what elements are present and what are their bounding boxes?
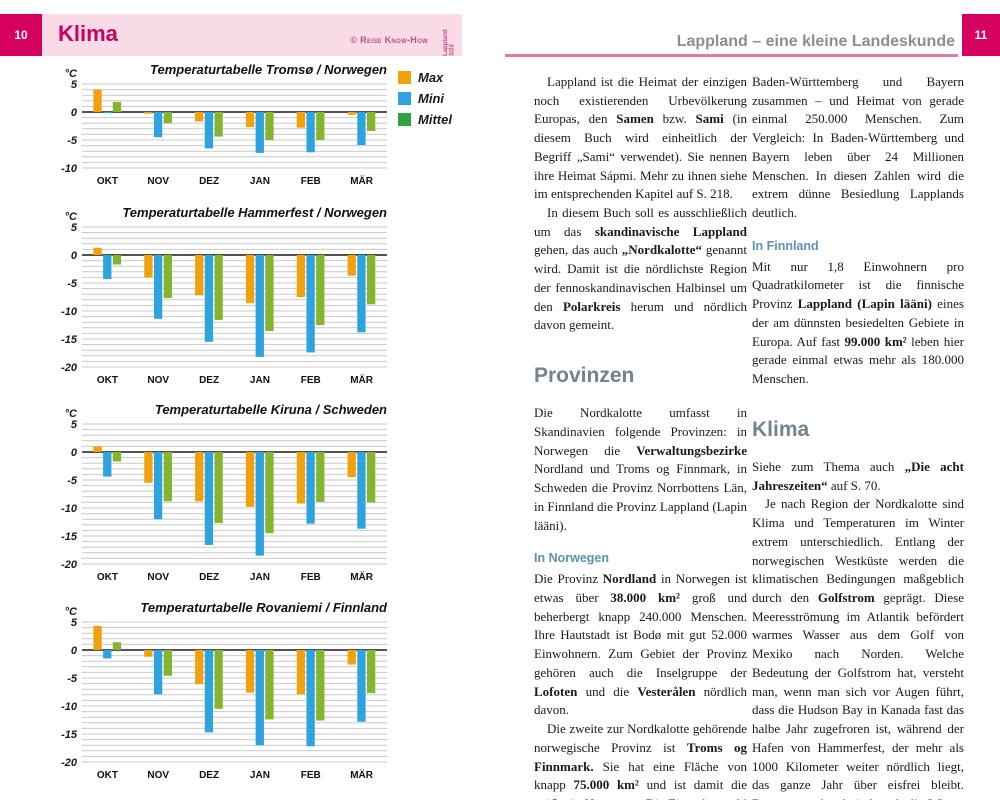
section-heading: Klima — [752, 417, 810, 441]
svg-text:OKT: OKT — [97, 176, 118, 187]
right-page-header: Lappland – eine kleine Landeskunde — [676, 33, 955, 50]
chart-legend: Max Mini Mittel — [398, 70, 452, 133]
svg-text:JAN: JAN — [250, 572, 270, 583]
section-heading: Provinzen — [534, 364, 635, 388]
svg-text:0: 0 — [71, 645, 78, 657]
svg-text:JAN: JAN — [250, 375, 270, 386]
svg-text:0: 0 — [71, 107, 78, 119]
svg-text:OKT: OKT — [97, 770, 118, 781]
svg-text:0: 0 — [71, 447, 78, 459]
svg-text:-15: -15 — [61, 531, 78, 543]
svg-text:-10: -10 — [61, 163, 78, 175]
legend-label: Max — [418, 70, 444, 85]
svg-text:Temperaturtabelle Kiruna / Sch: Temperaturtabelle Kiruna / Schweden — [155, 402, 387, 417]
svg-text:NOV: NOV — [147, 375, 169, 386]
svg-text:-15: -15 — [61, 334, 78, 346]
svg-text:OKT: OKT — [97, 572, 118, 583]
left-page-number: 10 — [0, 14, 42, 56]
svg-text:NOV: NOV — [147, 176, 169, 187]
svg-text:DEZ: DEZ — [199, 770, 219, 781]
paragraph: Die zweite zur Nordkalotte gehörende nor… — [534, 721, 747, 800]
text-column-2: Baden-Württemberg und Bayern zusammen – … — [752, 73, 964, 800]
chart-tromso: 5 0 -5 -10 °C Temperaturtabelle Tromsø / Norw… — [61, 62, 387, 187]
svg-text:MÄR: MÄR — [350, 373, 374, 386]
svg-text:MÄR: MÄR — [350, 174, 374, 187]
svg-text:-15: -15 — [61, 729, 78, 741]
section-heading: In Norwegen — [534, 551, 610, 566]
svg-text:FEB: FEB — [301, 375, 321, 386]
paragraph: Je nach Region der Nordkalotte sind Klim… — [752, 496, 964, 800]
copyright-note: © Reise Know-How — [350, 35, 428, 45]
paragraph: Baden-Württemberg und Bayern zusammen – … — [752, 74, 964, 221]
svg-text:°C: °C — [65, 211, 78, 223]
svg-text:DEZ: DEZ — [199, 375, 219, 386]
svg-text:5: 5 — [71, 222, 78, 234]
header-rule — [505, 54, 958, 57]
paragraph: Mit nur 1,8 Einwohnern pro Quadratkilome… — [752, 258, 964, 387]
svg-text:-5: -5 — [67, 135, 78, 147]
svg-text:-20: -20 — [61, 757, 78, 769]
svg-text:°C: °C — [65, 68, 78, 80]
paragraph: In diesem Buch soll es ausschließlich um… — [534, 205, 747, 333]
svg-text:°C: °C — [65, 606, 78, 618]
legend-label: Mittel — [418, 112, 452, 127]
section-heading: In Finnland — [752, 238, 819, 253]
svg-text:FEB: FEB — [301, 770, 321, 781]
text-column-1: Lappland ist die Heimat der einzigen noc… — [534, 73, 747, 800]
legend-item: Max — [398, 70, 452, 85]
svg-text:NOV: NOV — [147, 770, 169, 781]
svg-text:0: 0 — [71, 250, 78, 262]
legend-swatch-icon — [398, 92, 411, 105]
chart-hammerfest: 5 0 -5 -10 -15 -20 °C Temperaturtabelle Hammerf… — [61, 205, 387, 386]
svg-text:MÄR: MÄR — [350, 570, 374, 583]
svg-text:OKT: OKT — [97, 375, 118, 386]
svg-text:NOV: NOV — [147, 572, 169, 583]
svg-text:DEZ: DEZ — [199, 176, 219, 187]
svg-text:FEB: FEB — [301, 572, 321, 583]
svg-text:DEZ: DEZ — [199, 572, 219, 583]
svg-text:-5: -5 — [67, 278, 78, 290]
paragraph: Siehe zum Thema auch „Die acht Jahreszei… — [752, 459, 964, 493]
svg-text:JAN: JAN — [250, 770, 270, 781]
left-header-band: Klima © Reise Know-How Lappland 3/24 — [42, 14, 462, 56]
legend-item: Mini — [398, 91, 452, 106]
chart-rovaniemi: 5 0 -5 -10 -15 -20 °C Temperaturtabelle Rovanie… — [61, 600, 388, 781]
svg-text:MÄR: MÄR — [350, 768, 374, 781]
svg-text:FEB: FEB — [301, 176, 321, 187]
paragraph: Die Nordkalotte umfasst in Skandinavien … — [534, 405, 747, 533]
paragraph: Lappland ist die Heimat der einzigen noc… — [534, 74, 747, 202]
svg-text:-20: -20 — [61, 362, 78, 374]
right-page-number: 11 — [962, 14, 1000, 56]
paragraph: Die Provinz Nordland in Norwegen ist etw… — [534, 571, 747, 718]
legend-swatch-icon — [398, 113, 411, 126]
svg-text:Temperaturtabelle Rovaniemi /: Temperaturtabelle Rovaniemi / Finnland — [140, 600, 388, 615]
legend-label: Mini — [418, 91, 444, 106]
svg-text:-10: -10 — [61, 701, 78, 713]
svg-text:Temperaturtabelle Tromsø / Nor: Temperaturtabelle Tromsø / Norwegen — [150, 62, 387, 77]
svg-text:°C: °C — [65, 408, 78, 420]
svg-text:-10: -10 — [61, 306, 78, 318]
svg-text:-10: -10 — [61, 503, 78, 515]
svg-text:-5: -5 — [67, 673, 78, 685]
chart-kiruna: 5 0 -5 -10 -15 -20 °C Temperaturtabelle Kiruna … — [61, 402, 387, 583]
edition-vertical-note: Lappland 3/24 — [442, 29, 456, 56]
svg-text:JAN: JAN — [250, 176, 270, 187]
legend-swatch-icon — [398, 71, 411, 84]
left-page-title: Klima — [58, 21, 118, 46]
svg-text:-5: -5 — [67, 475, 78, 487]
svg-text:-20: -20 — [61, 559, 78, 571]
legend-item: Mittel — [398, 112, 452, 127]
svg-text:5: 5 — [71, 419, 78, 431]
svg-text:Temperaturtabelle Hammerfest /: Temperaturtabelle Hammerfest / Norwegen — [122, 205, 387, 220]
svg-text:5: 5 — [71, 617, 78, 629]
svg-text:5: 5 — [71, 79, 78, 91]
